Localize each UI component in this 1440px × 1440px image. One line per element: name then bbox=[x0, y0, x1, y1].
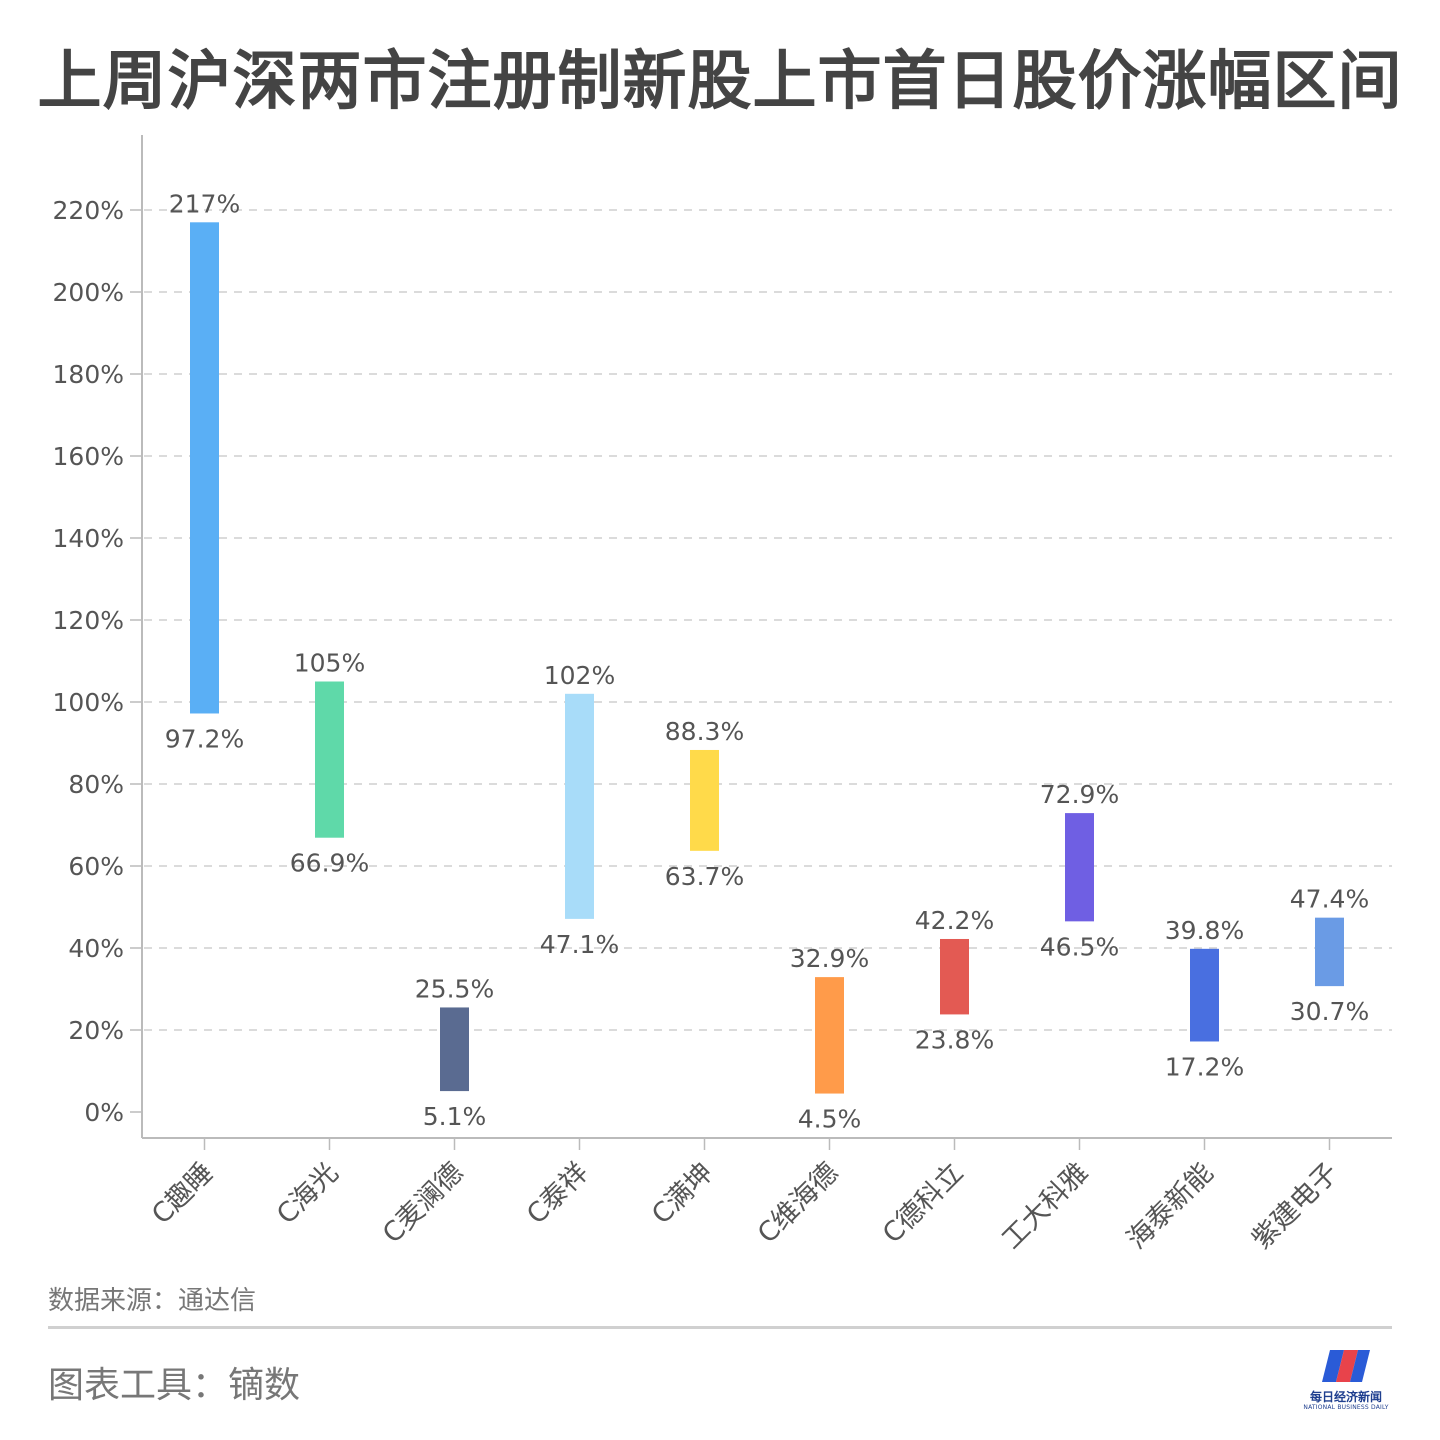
x-category-label: C趣睡 bbox=[146, 1157, 219, 1230]
x-category-label: C海光 bbox=[271, 1157, 344, 1230]
x-category-label: 工大科雅 bbox=[996, 1157, 1094, 1255]
high-value-label: 88.3% bbox=[665, 717, 744, 746]
logo-name: 每日经济新闻 bbox=[1309, 1390, 1382, 1404]
x-category-label: C维海德 bbox=[752, 1157, 845, 1250]
nbd-logo-icon bbox=[1322, 1350, 1370, 1382]
range-bar bbox=[815, 977, 844, 1094]
high-value-label: 217% bbox=[169, 189, 240, 218]
chart-tool-credit: 图表工具：镝数 bbox=[48, 1365, 301, 1406]
low-value-label: 4.5% bbox=[798, 1105, 862, 1134]
x-category-label: C德科立 bbox=[877, 1157, 970, 1250]
chart-title: 上周沪深两市注册制新股上市首日股价涨幅区间 bbox=[37, 45, 1403, 119]
y-tick-label: 20% bbox=[68, 1016, 124, 1045]
x-category-label: 紫建电子 bbox=[1246, 1157, 1344, 1255]
x-category-label: 海泰新能 bbox=[1121, 1157, 1219, 1255]
range-bar bbox=[690, 749, 719, 851]
x-category-label: C泰祥 bbox=[521, 1157, 594, 1230]
y-tick-label: 180% bbox=[53, 360, 124, 389]
y-tick-label: 220% bbox=[53, 196, 124, 225]
high-value-label: 39.8% bbox=[1165, 916, 1244, 945]
range-bar bbox=[315, 681, 344, 838]
low-value-label: 66.9% bbox=[290, 849, 369, 878]
y-tick-label: 140% bbox=[53, 524, 124, 553]
high-value-label: 32.9% bbox=[790, 944, 869, 973]
y-tick-label: 200% bbox=[53, 278, 124, 307]
range-bar bbox=[940, 938, 969, 1015]
data-source: 数据来源：通达信 bbox=[48, 1286, 257, 1316]
x-category-label: C麦澜德 bbox=[377, 1157, 470, 1250]
high-value-label: 25.5% bbox=[415, 974, 494, 1003]
range-bar bbox=[1065, 813, 1094, 922]
y-tick-label: 40% bbox=[68, 934, 124, 963]
range-bar bbox=[565, 693, 594, 919]
low-value-label: 23.8% bbox=[915, 1025, 994, 1054]
y-tick-label: 80% bbox=[68, 770, 124, 799]
range-bar bbox=[190, 222, 219, 714]
low-value-label: 30.7% bbox=[1290, 997, 1369, 1026]
low-value-label: 17.2% bbox=[1165, 1052, 1244, 1081]
y-tick-label: 120% bbox=[53, 606, 124, 635]
low-value-label: 63.7% bbox=[665, 862, 744, 891]
y-tick-label: 60% bbox=[68, 852, 124, 881]
y-tick-label: 0% bbox=[84, 1098, 124, 1127]
y-tick-label: 100% bbox=[53, 688, 124, 717]
low-value-label: 97.2% bbox=[165, 724, 244, 753]
range-bar bbox=[440, 1007, 469, 1092]
low-value-label: 46.5% bbox=[1040, 932, 1119, 961]
range-bar bbox=[1190, 948, 1219, 1042]
logo-english: NATIONAL BUSINESS DAILY bbox=[1303, 1404, 1389, 1411]
high-value-label: 105% bbox=[294, 649, 365, 678]
x-category-label: C满坤 bbox=[646, 1157, 719, 1230]
range-bar bbox=[1315, 917, 1344, 987]
y-tick-label: 160% bbox=[53, 442, 124, 471]
high-value-label: 47.4% bbox=[1290, 885, 1369, 914]
footer-divider bbox=[48, 1326, 1392, 1329]
low-value-label: 5.1% bbox=[423, 1102, 487, 1131]
low-value-label: 47.1% bbox=[540, 930, 619, 959]
high-value-label: 42.2% bbox=[915, 906, 994, 935]
high-value-label: 102% bbox=[544, 661, 615, 690]
high-value-label: 72.9% bbox=[1040, 780, 1119, 809]
